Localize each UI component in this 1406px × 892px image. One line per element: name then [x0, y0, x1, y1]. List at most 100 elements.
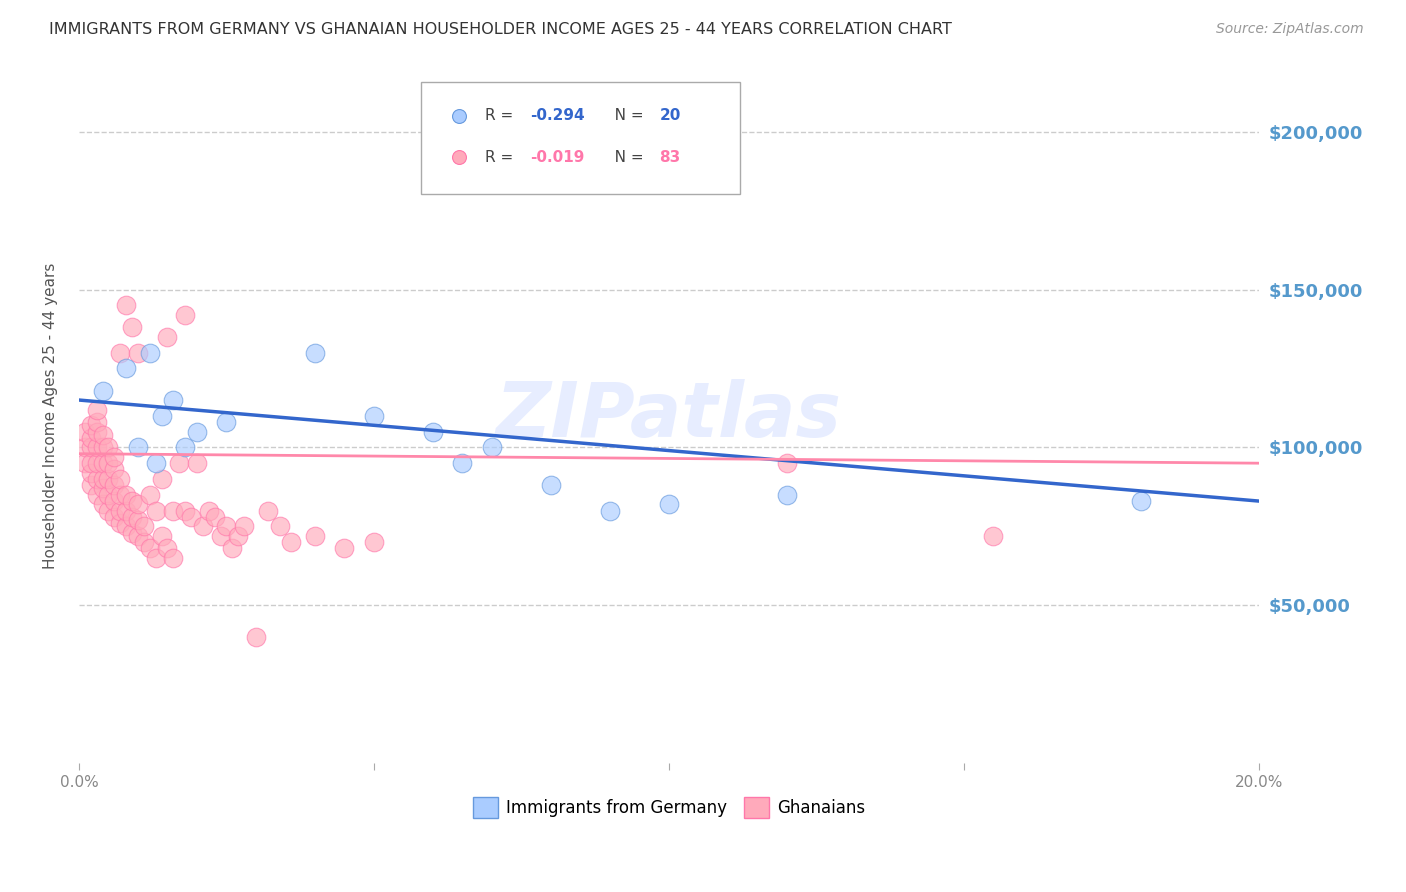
Point — [86, 441, 108, 455]
Point — [80, 441, 103, 455]
Point — [86, 425, 108, 439]
Point — [86, 488, 108, 502]
Point — [280, 535, 302, 549]
Point — [91, 427, 114, 442]
Text: N =: N = — [600, 108, 650, 123]
Point — [162, 503, 184, 517]
Point — [139, 345, 162, 359]
Point — [115, 298, 138, 312]
Point — [80, 418, 103, 433]
Point — [91, 456, 114, 470]
Text: IMMIGRANTS FROM GERMANY VS GHANAIAN HOUSEHOLDER INCOME AGES 25 - 44 YEARS CORREL: IMMIGRANTS FROM GERMANY VS GHANAIAN HOUS… — [49, 22, 952, 37]
Point — [103, 509, 125, 524]
Point — [110, 472, 132, 486]
Point — [91, 497, 114, 511]
Point — [97, 503, 120, 517]
Point — [150, 472, 173, 486]
Text: 20: 20 — [659, 108, 681, 123]
Point — [121, 509, 143, 524]
Point — [776, 488, 799, 502]
Text: Source: ZipAtlas.com: Source: ZipAtlas.com — [1216, 22, 1364, 37]
Point — [97, 472, 120, 486]
Point — [145, 456, 167, 470]
Text: -0.019: -0.019 — [530, 150, 583, 165]
Point — [91, 384, 114, 398]
Point — [174, 503, 197, 517]
Point — [115, 361, 138, 376]
Point — [80, 456, 103, 470]
Point — [132, 519, 155, 533]
Point — [121, 320, 143, 334]
Point — [103, 462, 125, 476]
Point — [145, 550, 167, 565]
Point — [191, 519, 214, 533]
Point — [186, 425, 208, 439]
Point — [115, 488, 138, 502]
Point — [132, 535, 155, 549]
Point — [97, 441, 120, 455]
Point — [186, 456, 208, 470]
Y-axis label: Householder Income Ages 25 - 44 years: Householder Income Ages 25 - 44 years — [44, 262, 58, 569]
Point — [226, 529, 249, 543]
Point — [245, 630, 267, 644]
Point — [162, 550, 184, 565]
Point — [86, 456, 108, 470]
Point — [145, 503, 167, 517]
Point — [658, 497, 681, 511]
Point — [221, 541, 243, 556]
Point — [156, 330, 179, 344]
Point — [91, 472, 114, 486]
Point — [776, 456, 799, 470]
Point — [110, 516, 132, 531]
Point — [304, 529, 326, 543]
Point — [150, 529, 173, 543]
Point — [215, 415, 238, 429]
Point — [110, 345, 132, 359]
Point — [73, 456, 96, 470]
Point — [269, 519, 291, 533]
Point — [156, 541, 179, 556]
Point — [167, 456, 190, 470]
Point — [599, 503, 621, 517]
Text: N =: N = — [600, 150, 650, 165]
Point — [73, 425, 96, 439]
Legend: Immigrants from Germany, Ghanaians: Immigrants from Germany, Ghanaians — [465, 790, 872, 824]
Point — [333, 541, 356, 556]
Point — [1129, 494, 1152, 508]
Point — [121, 525, 143, 540]
Point — [481, 441, 503, 455]
Point — [86, 415, 108, 429]
Point — [540, 478, 562, 492]
Point — [110, 503, 132, 517]
Point — [127, 529, 149, 543]
Text: R =: R = — [485, 108, 517, 123]
Point — [97, 488, 120, 502]
Point — [127, 345, 149, 359]
Point — [91, 441, 114, 455]
Point — [215, 519, 238, 533]
Point — [103, 494, 125, 508]
Point — [97, 456, 120, 470]
Point — [127, 513, 149, 527]
Point — [233, 519, 256, 533]
Point — [256, 503, 278, 517]
Point — [127, 441, 149, 455]
Point — [103, 478, 125, 492]
Point — [174, 308, 197, 322]
Point — [451, 456, 474, 470]
Point — [80, 466, 103, 480]
Point — [115, 503, 138, 517]
Point — [103, 450, 125, 464]
Point — [304, 345, 326, 359]
Point — [209, 529, 232, 543]
Point — [86, 472, 108, 486]
Point — [180, 509, 202, 524]
Point — [86, 402, 108, 417]
Point — [981, 529, 1004, 543]
Point — [363, 535, 385, 549]
Point — [162, 392, 184, 407]
Point — [127, 497, 149, 511]
Text: -0.294: -0.294 — [530, 108, 585, 123]
Text: R =: R = — [485, 150, 517, 165]
Point — [80, 431, 103, 445]
